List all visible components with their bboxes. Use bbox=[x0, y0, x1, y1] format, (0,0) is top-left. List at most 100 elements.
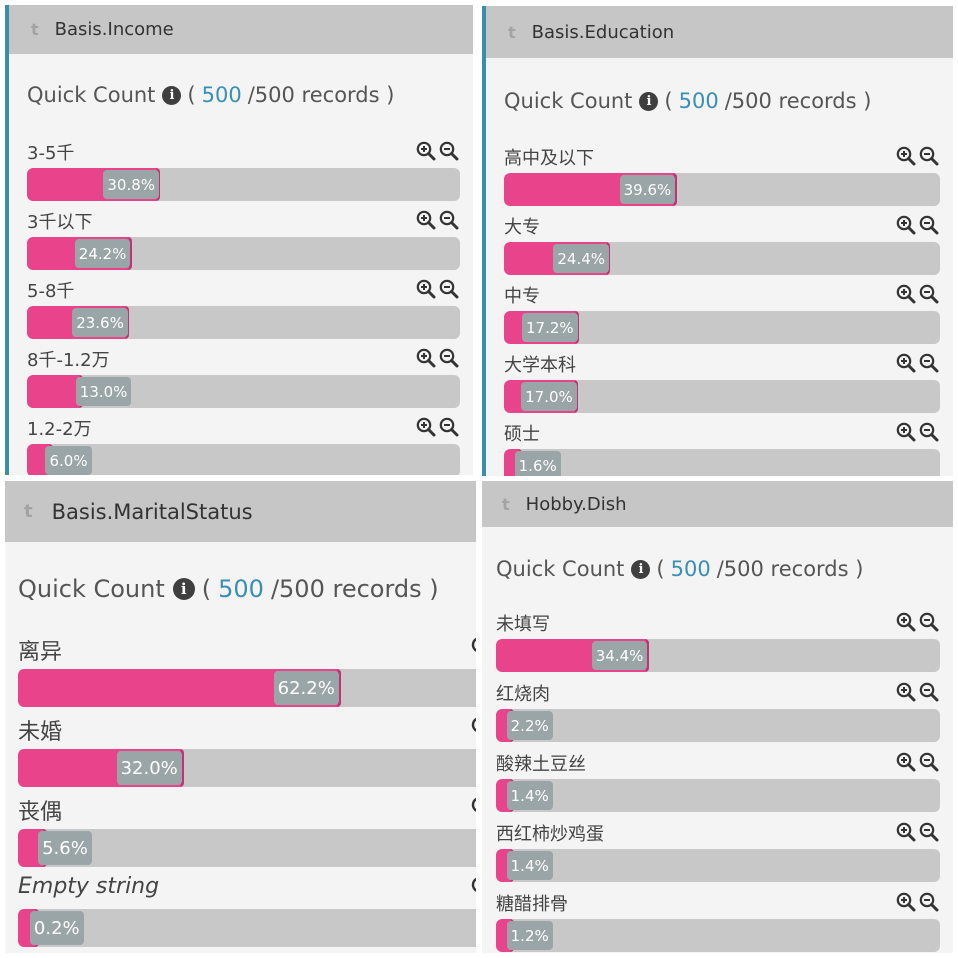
panel-education: t Basis.Education Quick Count i ( 500 /5… bbox=[482, 6, 953, 476]
facet-row[interactable]: 5-8千 23.6% bbox=[27, 277, 460, 339]
info-icon[interactable]: i bbox=[162, 85, 182, 105]
percent-label: 17.0% bbox=[521, 382, 577, 411]
facet-row[interactable]: 离异 62.2% bbox=[18, 634, 476, 707]
info-icon[interactable]: i bbox=[639, 91, 659, 111]
zoom-in-icon[interactable] bbox=[416, 210, 436, 230]
percent-bar[interactable]: 5.6% bbox=[18, 829, 476, 867]
text-type-icon: t bbox=[24, 501, 33, 522]
zoom-out-icon[interactable] bbox=[439, 417, 459, 437]
zoom-in-icon[interactable] bbox=[416, 141, 436, 161]
facet-row[interactable]: 丧偶 5.6% bbox=[18, 794, 476, 867]
panel-title: Basis.Income bbox=[54, 19, 174, 40]
percent-bar[interactable]: 1.4% bbox=[496, 779, 940, 812]
facet-row[interactable]: 糖醋排骨 1.2% bbox=[496, 890, 940, 952]
facet-label: 离异 bbox=[18, 640, 63, 665]
panel-header[interactable]: t Basis.Income bbox=[9, 5, 473, 54]
panel-title: Hobby.Dish bbox=[525, 493, 627, 515]
facet-row[interactable]: 高中及以下 39.6% bbox=[504, 144, 940, 206]
zoom-out-icon[interactable] bbox=[439, 210, 459, 230]
info-icon[interactable]: i bbox=[631, 559, 651, 579]
percent-bar[interactable]: 0.2% bbox=[18, 909, 476, 947]
percent-bar[interactable]: 1.2% bbox=[496, 919, 940, 952]
percent-bar[interactable]: 1.6% bbox=[504, 449, 940, 476]
zoom-out-icon[interactable] bbox=[919, 892, 939, 912]
zoom-in-icon[interactable] bbox=[896, 422, 916, 442]
percent-bar[interactable]: 30.8% bbox=[27, 168, 460, 201]
facet-row[interactable]: 酸辣土豆丝 1.4% bbox=[496, 750, 940, 812]
zoom-in-icon[interactable] bbox=[896, 353, 916, 373]
zoom-out-icon[interactable] bbox=[919, 146, 939, 166]
percent-bar[interactable]: 17.0% bbox=[504, 380, 940, 413]
zoom-out-icon[interactable] bbox=[919, 422, 939, 442]
zoom-controls bbox=[896, 892, 939, 912]
facet-row[interactable]: 中专 17.2% bbox=[504, 282, 940, 344]
zoom-out-icon[interactable] bbox=[439, 141, 459, 161]
percent-bar[interactable]: 62.2% bbox=[18, 669, 476, 707]
zoom-in-icon[interactable] bbox=[471, 876, 476, 898]
percent-bar[interactable]: 13.0% bbox=[27, 375, 460, 408]
zoom-out-icon[interactable] bbox=[919, 284, 939, 304]
record-count-link[interactable]: 500 bbox=[670, 557, 711, 581]
zoom-in-icon[interactable] bbox=[416, 279, 436, 299]
zoom-in-icon[interactable] bbox=[471, 636, 476, 658]
facet-row[interactable]: 硕士 1.6% bbox=[504, 420, 940, 476]
zoom-out-icon[interactable] bbox=[919, 215, 939, 235]
record-count-link[interactable]: 500 bbox=[201, 83, 242, 107]
zoom-out-icon[interactable] bbox=[439, 279, 459, 299]
zoom-controls bbox=[896, 612, 939, 632]
zoom-in-icon[interactable] bbox=[896, 146, 916, 166]
facet-row[interactable]: 红烧肉 2.2% bbox=[496, 680, 940, 742]
percent-bar[interactable]: 39.6% bbox=[504, 173, 940, 206]
zoom-out-icon[interactable] bbox=[919, 822, 939, 842]
zoom-in-icon[interactable] bbox=[471, 716, 476, 738]
percent-label: 23.6% bbox=[72, 308, 128, 337]
facet-row[interactable]: 大学本科 17.0% bbox=[504, 351, 940, 413]
zoom-in-icon[interactable] bbox=[471, 796, 476, 818]
percent-label: 2.2% bbox=[506, 711, 553, 740]
zoom-in-icon[interactable] bbox=[896, 752, 916, 772]
facet-row[interactable]: Empty string 0.2% bbox=[18, 874, 476, 947]
facet-row[interactable]: 1.2-2万 6.0% bbox=[27, 415, 460, 475]
percent-bar[interactable]: 34.4% bbox=[496, 639, 940, 672]
facet-row[interactable]: 3千以下 24.2% bbox=[27, 208, 460, 270]
facet-row[interactable]: 3-5千 30.8% bbox=[27, 139, 460, 201]
percent-label: 24.4% bbox=[553, 244, 610, 273]
zoom-in-icon[interactable] bbox=[416, 417, 436, 437]
percent-bar[interactable]: 32.0% bbox=[18, 749, 476, 787]
zoom-in-icon[interactable] bbox=[896, 822, 916, 842]
zoom-out-icon[interactable] bbox=[919, 682, 939, 702]
zoom-in-icon[interactable] bbox=[896, 215, 916, 235]
zoom-controls bbox=[471, 796, 476, 818]
percent-bar[interactable]: 24.2% bbox=[27, 237, 460, 270]
panel-header[interactable]: t Basis.Education bbox=[486, 6, 953, 58]
panel-header[interactable]: t Basis.MaritalStatus bbox=[5, 481, 476, 542]
zoom-in-icon[interactable] bbox=[896, 682, 916, 702]
zoom-out-icon[interactable] bbox=[919, 752, 939, 772]
percent-bar[interactable]: 2.2% bbox=[496, 709, 940, 742]
info-icon[interactable]: i bbox=[172, 578, 195, 600]
record-count-link[interactable]: 500 bbox=[678, 89, 719, 113]
zoom-in-icon[interactable] bbox=[896, 612, 916, 632]
facet-row[interactable]: 8千-1.2万 13.0% bbox=[27, 346, 460, 408]
zoom-in-icon[interactable] bbox=[896, 892, 916, 912]
zoom-out-icon[interactable] bbox=[439, 348, 459, 368]
percent-label: 39.6% bbox=[619, 175, 676, 204]
facet-row[interactable]: 大专 24.4% bbox=[504, 213, 940, 275]
facet-row[interactable]: 西红柿炒鸡蛋 1.4% bbox=[496, 820, 940, 882]
percent-bar[interactable]: 17.2% bbox=[504, 311, 940, 344]
zoom-out-icon[interactable] bbox=[919, 353, 939, 373]
percent-bar[interactable]: 6.0% bbox=[27, 444, 460, 475]
facet-row[interactable]: 未填写 34.4% bbox=[496, 610, 940, 672]
record-count-link[interactable]: 500 bbox=[218, 575, 264, 603]
panel-header[interactable]: t Hobby.Dish bbox=[482, 481, 953, 527]
open-paren: ( bbox=[656, 557, 665, 581]
zoom-in-icon[interactable] bbox=[416, 348, 436, 368]
zoom-in-icon[interactable] bbox=[896, 284, 916, 304]
percent-bar[interactable]: 1.4% bbox=[496, 849, 940, 882]
zoom-out-icon[interactable] bbox=[919, 612, 939, 632]
percent-bar[interactable]: 23.6% bbox=[27, 306, 460, 339]
zoom-controls bbox=[416, 348, 459, 368]
percent-bar[interactable]: 24.4% bbox=[504, 242, 940, 275]
facet-row[interactable]: 未婚 32.0% bbox=[18, 714, 476, 787]
facet-label: 3千以下 bbox=[27, 212, 93, 233]
